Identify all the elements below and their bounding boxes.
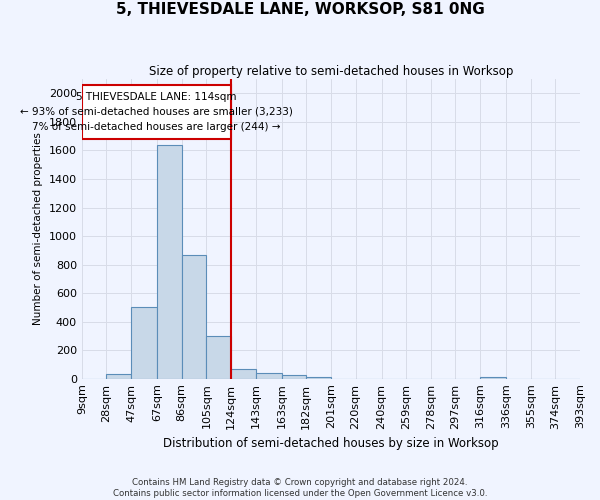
- Bar: [231, 368, 256, 378]
- Bar: [157, 145, 182, 378]
- Bar: [182, 254, 206, 378]
- X-axis label: Distribution of semi-detached houses by size in Worksop: Distribution of semi-detached houses by …: [163, 437, 499, 450]
- FancyBboxPatch shape: [82, 85, 231, 139]
- Bar: [206, 336, 231, 378]
- Text: 7% of semi-detached houses are larger (244) →: 7% of semi-detached houses are larger (2…: [32, 122, 281, 132]
- Bar: [306, 376, 331, 378]
- Bar: [480, 376, 506, 378]
- Text: 5, THIEVESDALE LANE, WORKSOP, S81 0NG: 5, THIEVESDALE LANE, WORKSOP, S81 0NG: [116, 2, 484, 18]
- Text: 5 THIEVESDALE LANE: 114sqm: 5 THIEVESDALE LANE: 114sqm: [76, 92, 236, 102]
- Bar: [106, 374, 131, 378]
- Bar: [131, 308, 157, 378]
- Text: Contains HM Land Registry data © Crown copyright and database right 2024.
Contai: Contains HM Land Registry data © Crown c…: [113, 478, 487, 498]
- Bar: [256, 373, 281, 378]
- Y-axis label: Number of semi-detached properties: Number of semi-detached properties: [33, 132, 43, 326]
- Bar: [281, 375, 306, 378]
- Title: Size of property relative to semi-detached houses in Worksop: Size of property relative to semi-detach…: [149, 65, 513, 78]
- Text: ← 93% of semi-detached houses are smaller (3,233): ← 93% of semi-detached houses are smalle…: [20, 107, 293, 117]
